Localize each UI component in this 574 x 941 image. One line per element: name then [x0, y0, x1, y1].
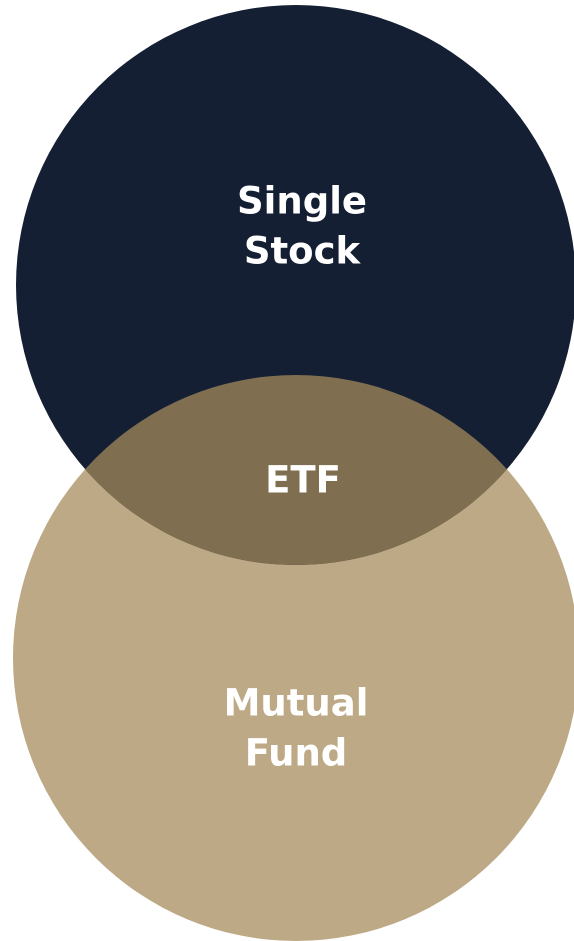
single-stock-label: Stock [244, 230, 362, 273]
mutual-fund-label: Fund [245, 732, 348, 775]
single-stock-label: Single [237, 180, 367, 223]
mutual-fund-label: Mutual [224, 682, 369, 725]
etf-overlap [16, 375, 574, 565]
etf-label: ETF [265, 459, 341, 502]
